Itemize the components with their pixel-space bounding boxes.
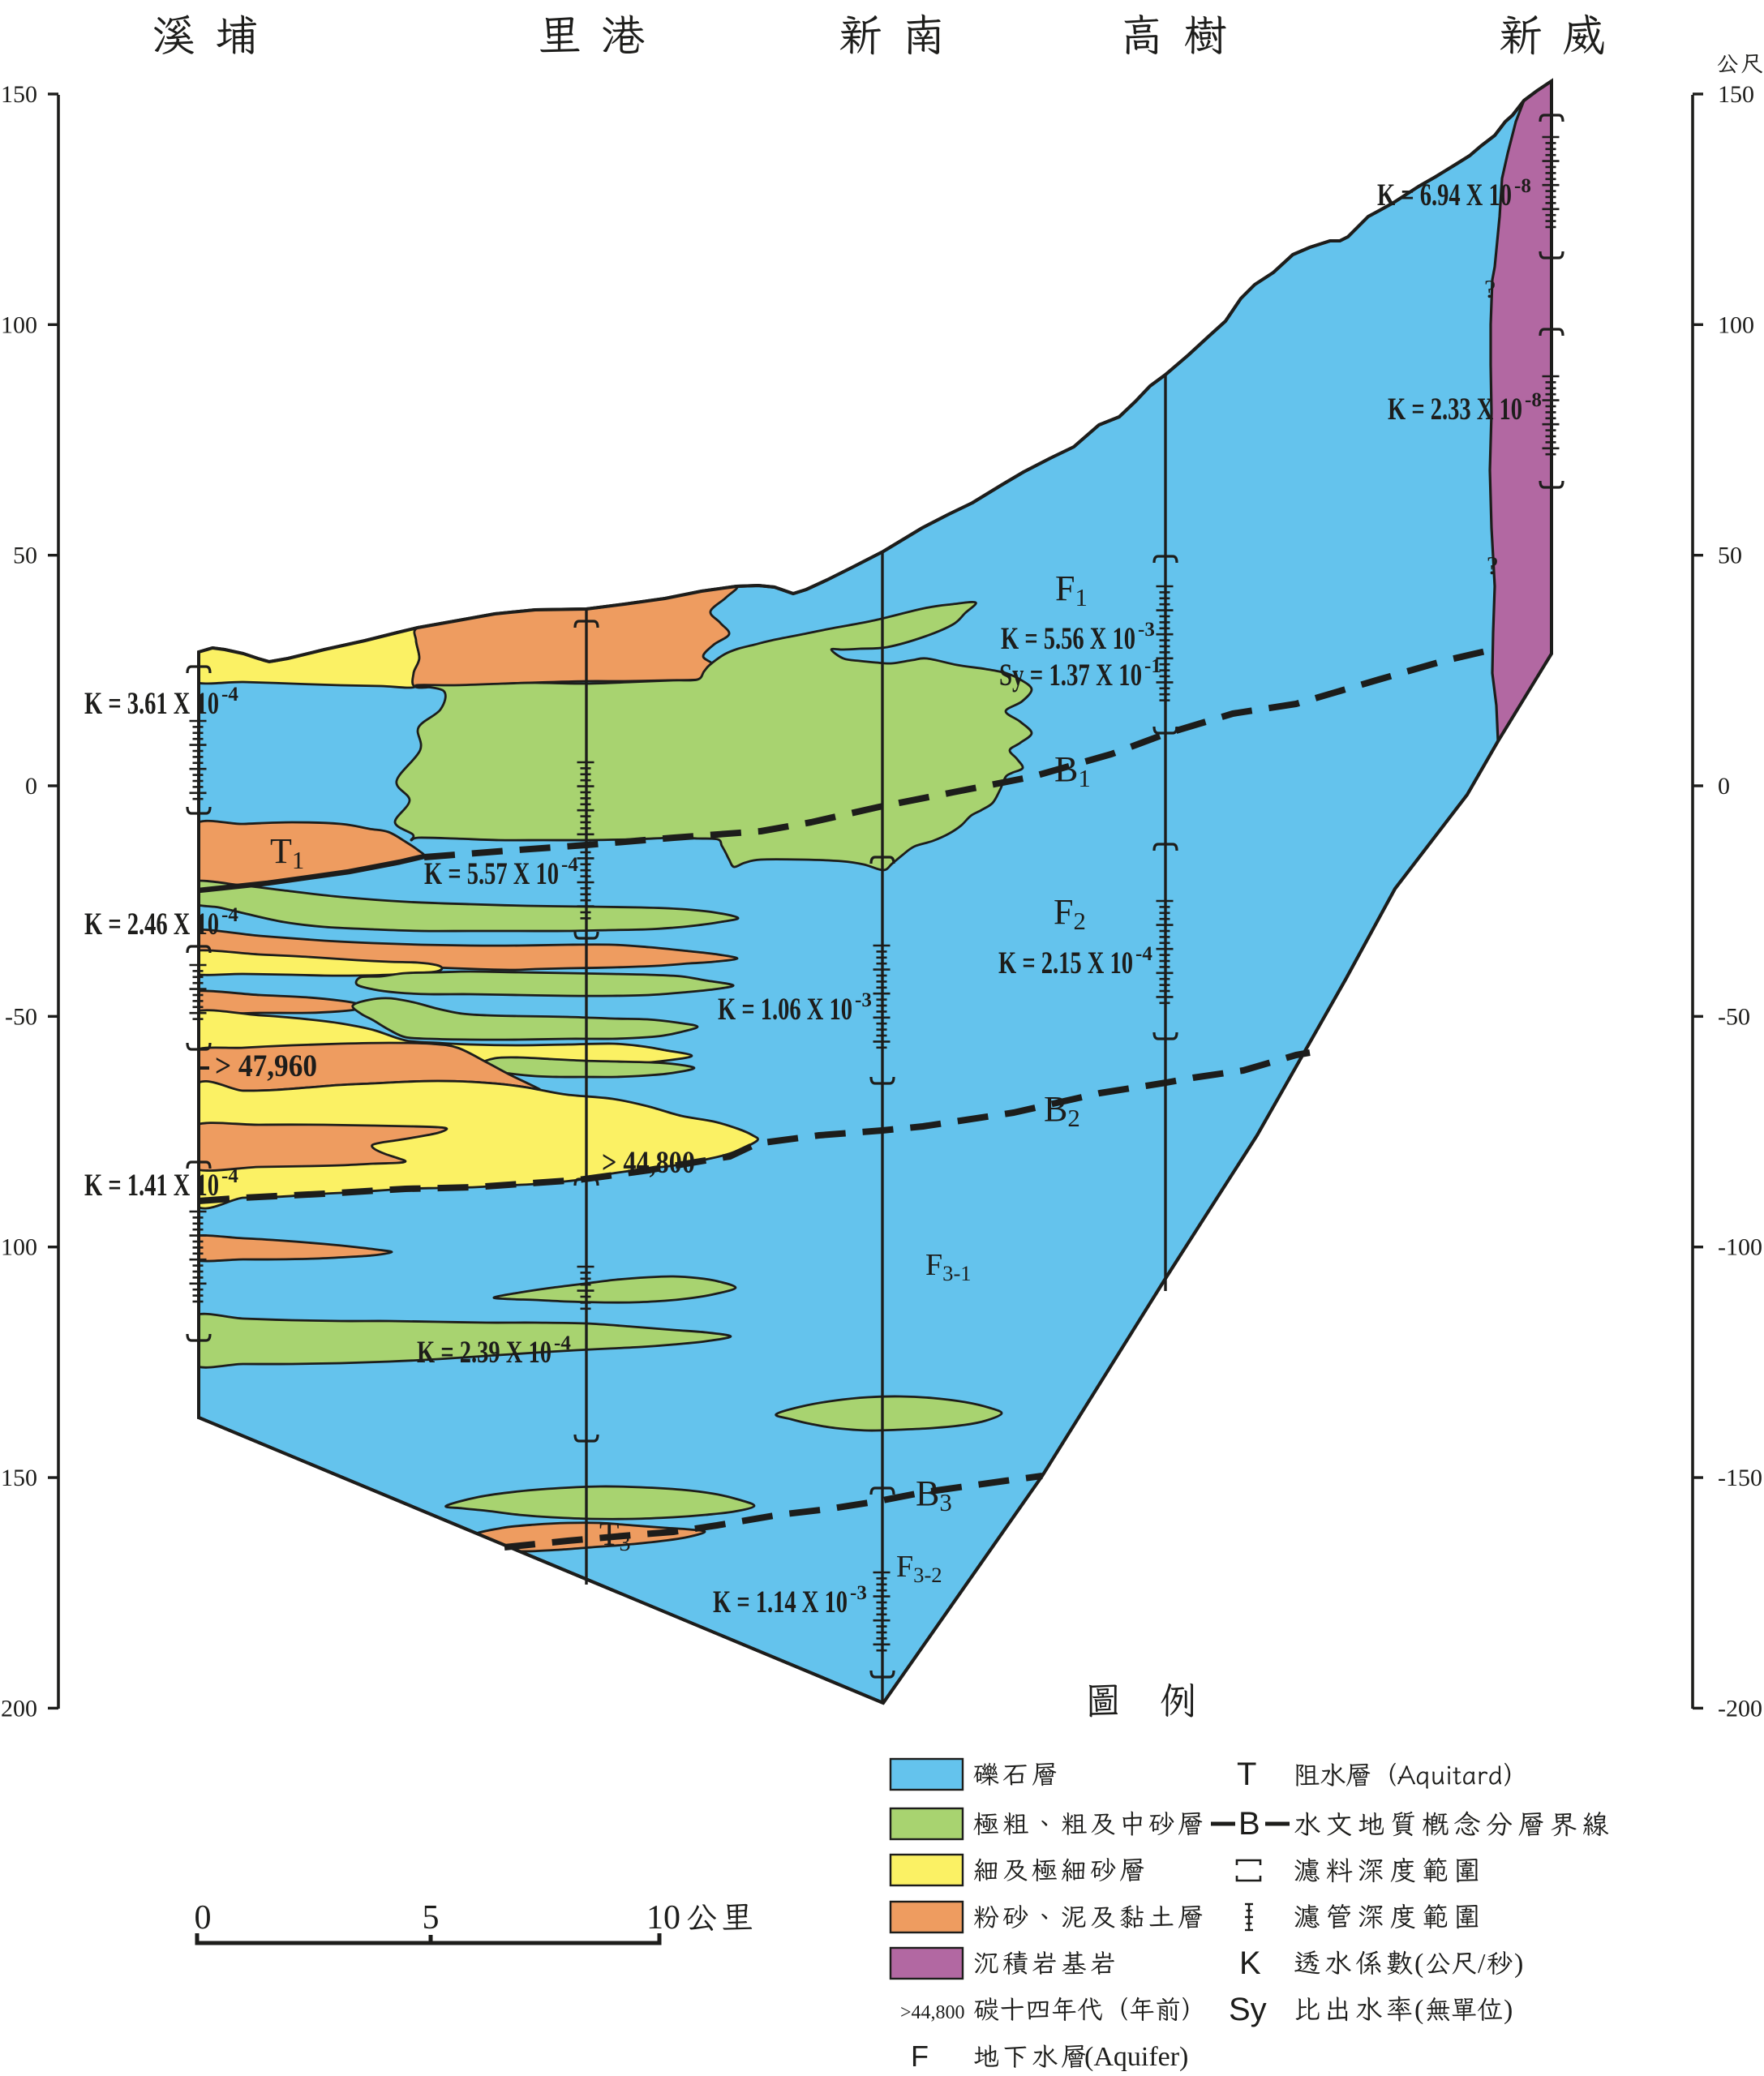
- svg-text:): ): [1514, 1949, 1523, 1979]
- svg-text:-8: -8: [1525, 389, 1542, 411]
- svg-text:-100: -100: [1718, 1234, 1762, 1261]
- svg-text:Sy: Sy: [1229, 1992, 1267, 2027]
- svg-text:150: 150: [1, 81, 37, 108]
- svg-text:100: 100: [1, 311, 37, 338]
- svg-text:50: 50: [1718, 543, 1742, 569]
- svg-text:-3: -3: [1138, 619, 1155, 641]
- svg-text:>44,800: >44,800: [900, 2002, 965, 2023]
- svg-text:T: T: [1237, 1756, 1256, 1792]
- svg-text:K = 1.06 X 10: K = 1.06 X 10: [718, 992, 852, 1027]
- svg-text:-3: -3: [855, 989, 872, 1011]
- svg-text:-150: -150: [0, 1465, 37, 1491]
- svg-text:-3: -3: [850, 1582, 867, 1604]
- svg-text:-4: -4: [221, 684, 238, 706]
- svg-text:-50: -50: [1718, 1003, 1750, 1030]
- svg-text:-150: -150: [1718, 1465, 1762, 1491]
- svg-text:> 47,960: > 47,960: [215, 1049, 317, 1083]
- svg-text:0: 0: [1718, 773, 1730, 800]
- svg-text:(Aquifer): (Aquifer): [1084, 2042, 1188, 2072]
- svg-text:K = 3.61 X 10: K = 3.61 X 10: [84, 686, 219, 721]
- svg-text:/: /: [1478, 1949, 1486, 1979]
- svg-text:-100: -100: [0, 1234, 37, 1261]
- svg-text:?: ?: [1487, 551, 1498, 580]
- svg-text:K = 2.15 X 10: K = 2.15 X 10: [998, 946, 1133, 980]
- svg-text:-50: -50: [5, 1003, 37, 1030]
- svg-text:K = 5.57 X 10: K = 5.57 X 10: [424, 856, 559, 891]
- svg-text:K = 2.46 X 10: K = 2.46 X 10: [84, 907, 219, 941]
- svg-text:5: 5: [423, 1899, 440, 1937]
- svg-text:-200: -200: [1718, 1695, 1762, 1722]
- svg-text:-4: -4: [221, 904, 238, 926]
- svg-text:K = 5.56 X 10: K = 5.56 X 10: [1001, 621, 1135, 656]
- svg-text:(: (: [1414, 1995, 1423, 2025]
- svg-text:> 44,800: > 44,800: [602, 1145, 695, 1180]
- svg-text:50: 50: [13, 543, 37, 569]
- svg-text:0: 0: [25, 773, 37, 800]
- svg-text:-4: -4: [1135, 943, 1152, 965]
- svg-text:K = 1.14 X 10: K = 1.14 X 10: [713, 1585, 848, 1619]
- svg-text:K = 1.41 X 10: K = 1.41 X 10: [84, 1168, 219, 1203]
- svg-text:-1: -1: [1144, 655, 1161, 677]
- svg-text:-4: -4: [554, 1332, 571, 1354]
- svg-text:(: (: [1414, 1949, 1423, 1979]
- svg-text:10: 10: [646, 1899, 680, 1937]
- svg-text:0: 0: [195, 1899, 212, 1937]
- svg-text:-4: -4: [221, 1165, 238, 1187]
- svg-text:F: F: [911, 2040, 929, 2072]
- svg-text:B: B: [1238, 1806, 1260, 1842]
- svg-text:-4: -4: [561, 854, 578, 876]
- svg-text:-8: -8: [1514, 175, 1531, 197]
- svg-text:K = 6.94 X 10: K = 6.94 X 10: [1377, 178, 1512, 212]
- svg-text:100: 100: [1718, 311, 1754, 338]
- svg-text:?: ?: [1484, 274, 1496, 303]
- svg-text:K: K: [1239, 1945, 1261, 1981]
- svg-text:K = 2.39 X 10: K = 2.39 X 10: [417, 1335, 552, 1370]
- svg-text:K = 2.33 X 10: K = 2.33 X 10: [1388, 392, 1522, 427]
- svg-text:): ): [1504, 1995, 1513, 2025]
- svg-text:-200: -200: [0, 1695, 37, 1722]
- svg-text:Sy = 1.37 X 10: Sy = 1.37 X 10: [999, 658, 1142, 693]
- svg-text:B1: B1: [1054, 749, 1091, 792]
- svg-text:150: 150: [1718, 81, 1754, 108]
- svg-text:B2: B2: [1044, 1089, 1080, 1132]
